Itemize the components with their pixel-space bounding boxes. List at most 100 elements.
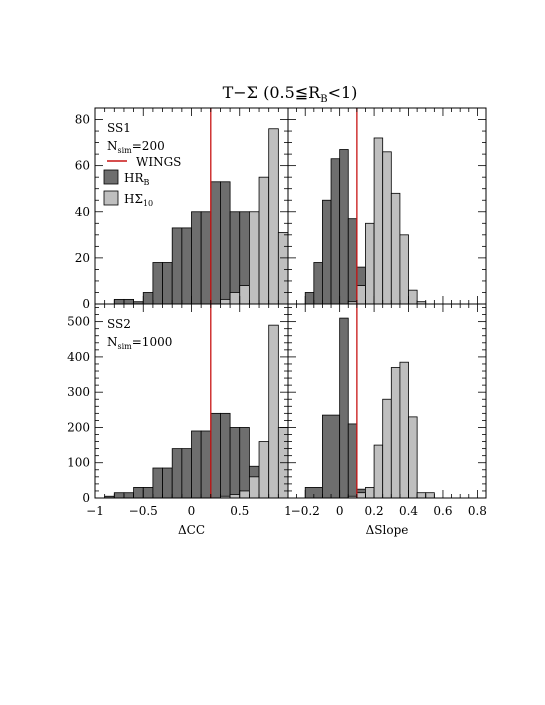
x-tick-label: 1 [284, 504, 292, 518]
hr-bar [123, 298, 134, 305]
x-tick-label: 0 [336, 504, 344, 518]
x-tick-label: 0.8 [468, 504, 487, 518]
hr-bar [304, 292, 315, 305]
panel-top-left: 0 20 40 60 80 SS1 Nsim=200 [75, 107, 289, 311]
hs-bar [382, 151, 392, 305]
hs-bar [365, 222, 375, 305]
hs-bar [382, 398, 392, 499]
row-label: SS2 [107, 317, 131, 331]
hr-bar [191, 211, 202, 305]
legend: WINGS HRB HΣ10 [103, 155, 181, 208]
panel-bottom-left: 0 100 200 300 400 500 −1 −0.5 0 0.5 1 ΔCC SS2 Nsim=10… [67, 303, 292, 537]
hs-bar [356, 285, 366, 305]
hr-bar [220, 412, 231, 499]
y-tick-label: 0 [82, 297, 90, 311]
x-tick-label: 0.6 [433, 504, 452, 518]
hs-bar [239, 285, 250, 305]
hs-bar [390, 192, 401, 305]
x-tick-label: 0 [188, 504, 196, 518]
nsim-label: Nsim=1000 [107, 335, 172, 351]
figure-title: T−Σ (0.5≦RB<1) [223, 83, 358, 105]
hr-bar [330, 158, 341, 305]
figure-title-main: T−Σ (0.5≦R [223, 83, 322, 102]
legend-hrb-label: HRB [124, 171, 150, 187]
panel-top-right [287, 107, 487, 305]
hr-bar [347, 218, 358, 305]
hr-bar [322, 414, 341, 499]
legend-hs-label: HΣ10 [124, 192, 153, 208]
hr-bar [229, 427, 241, 499]
hr-bar [181, 227, 192, 305]
hr-bar [133, 487, 144, 499]
hr-bar [210, 181, 221, 305]
x-tick-label: −0.5 [129, 504, 158, 518]
y-tick-label: 20 [75, 251, 90, 265]
x-axis-label: ΔSlope [366, 523, 409, 537]
hs-bar [408, 289, 418, 305]
hs-bar [239, 490, 250, 499]
row-label: SS1 [107, 121, 131, 135]
hr-bar [339, 317, 349, 499]
hs-bar [408, 416, 418, 499]
y-tick-label: 0 [82, 491, 90, 505]
figure-title-sub: B [320, 94, 327, 105]
hs-bar [268, 128, 279, 305]
hs-bar [416, 492, 427, 499]
hr-bar [162, 262, 173, 305]
hr-bar [123, 492, 134, 499]
hs-bar [258, 441, 270, 499]
hr-bar [142, 487, 154, 499]
hr-bar [152, 262, 163, 305]
hs-bar [373, 444, 384, 499]
y-tick-label: 60 [75, 159, 90, 173]
hr-bar [200, 211, 212, 305]
hr-bar [181, 448, 192, 499]
x-tick-label: −0.2 [291, 504, 320, 518]
x-tick-label: 0.5 [230, 504, 249, 518]
y-tick-label: 100 [67, 456, 90, 470]
hr-bar [191, 430, 202, 499]
hr-bar [339, 149, 349, 305]
hr-bar [210, 412, 221, 499]
x-tick-label: 0.2 [365, 504, 384, 518]
x-axis-label: ΔCC [178, 523, 205, 537]
hs-bar [399, 361, 409, 499]
y-tick-label: 300 [67, 385, 90, 399]
hs-bar [268, 324, 279, 499]
y-tick-label: 200 [67, 420, 90, 434]
legend-hrb-swatch [103, 169, 119, 185]
hr-bar [113, 298, 125, 305]
hs-bar [399, 234, 409, 305]
hr-bar [322, 199, 332, 305]
hr-bar [313, 262, 323, 305]
hr-bar [239, 427, 250, 499]
hs-bar [248, 211, 260, 305]
hr-bar [220, 181, 231, 305]
legend-hs-swatch [103, 190, 119, 206]
hs-bar [258, 176, 270, 305]
nsim-label: Nsim=200 [107, 139, 165, 155]
hs-bar [229, 494, 241, 499]
hr-bar [113, 492, 125, 499]
hr-bar [347, 423, 358, 499]
hs-bar [365, 487, 375, 499]
hs-bar [229, 292, 241, 305]
hr-bar [162, 467, 173, 499]
hs-bar [220, 298, 231, 305]
hs-bar [390, 367, 401, 499]
hr-bar [200, 430, 212, 499]
hs-bar [277, 232, 289, 305]
panel-bottom-right: −0.2 0 0.2 0.4 0.6 0.8 ΔSlope [287, 303, 487, 537]
hr-bar [152, 467, 163, 499]
hr-bar [171, 448, 183, 499]
hs-bar [248, 476, 260, 499]
y-tick-label: 400 [67, 350, 90, 364]
hr-bar [171, 227, 183, 305]
hr-bar [142, 292, 154, 305]
hs-bar [425, 492, 435, 499]
y-tick-label: 40 [75, 205, 90, 219]
y-tick-label: 80 [75, 113, 90, 127]
x-tick-label: 0.4 [399, 504, 418, 518]
